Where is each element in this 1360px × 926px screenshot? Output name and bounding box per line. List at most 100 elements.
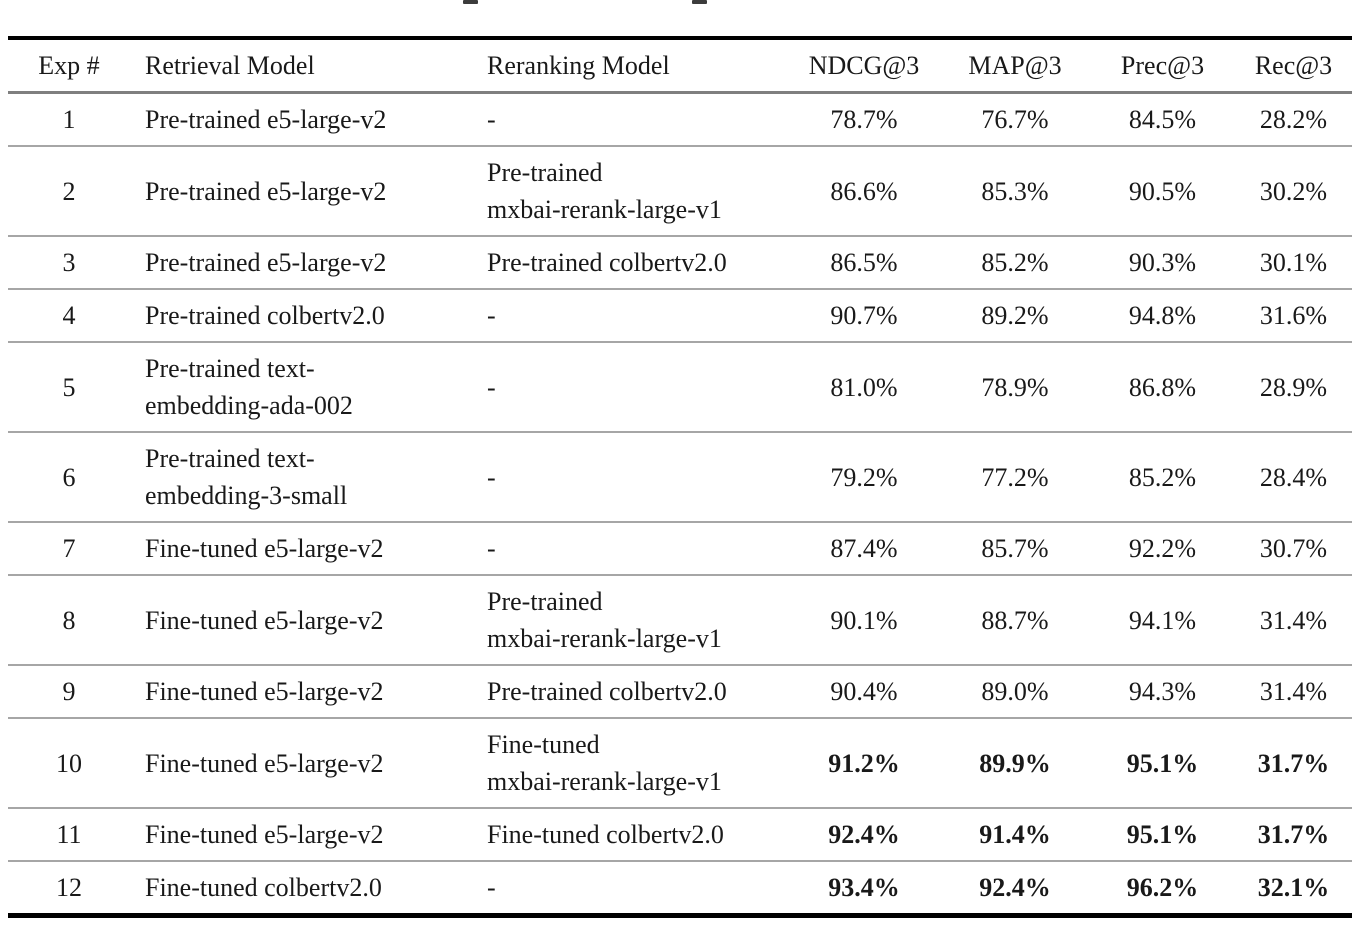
cell-exp-number: 6 [62, 462, 76, 492]
cell-retrieval-model: Pre-trained text- embedding-ada-002 [145, 354, 353, 420]
cell-map-value: 85.2% [981, 248, 1049, 277]
cell-prec-value: 86.8% [1128, 372, 1197, 402]
cell-reranking-model: Pre-trained mxbai-rerank-large-v1 [487, 587, 722, 653]
column-header-ndcg: NDCG@3 [808, 51, 920, 80]
cell-prec-value: 96.2% [1126, 873, 1199, 902]
cell-prec-value: 94.1% [1128, 605, 1197, 635]
cell-exp-number: 3 [62, 248, 76, 277]
cell-retrieval-model: Fine-tuned e5-large-v2 [145, 748, 384, 778]
table-row: 10 Fine-tuned e5-large-v2 Fine-tuned mxb… [8, 718, 1352, 808]
cell-reranking-model: - [487, 372, 496, 402]
cell-map-value: 88.7% [981, 605, 1049, 635]
cell-map-value: 78.9% [981, 372, 1049, 402]
cell-retrieval-model: Pre-trained text- embedding-3-small [145, 444, 348, 510]
table-row: 1 Pre-trained e5-large-v2 - 78.7% 76.7% … [8, 93, 1352, 146]
cell-reranking-model: - [487, 105, 496, 134]
column-header-map: MAP@3 [968, 51, 1062, 80]
cell-reranking-model: Fine-tuned mxbai-rerank-large-v1 [487, 730, 722, 796]
cell-retrieval-model: Pre-trained e5-large-v2 [145, 176, 387, 206]
cell-ndcg-value: 78.7% [830, 105, 898, 134]
cell-rec-value: 30.1% [1259, 248, 1328, 277]
cell-reranking-model: - [487, 534, 496, 563]
column-header-reranking-model: Reranking Model [487, 51, 670, 80]
cell-ndcg-value: 86.5% [830, 248, 898, 277]
table-row: 3 Pre-trained e5-large-v2 Pre-trained co… [8, 236, 1352, 289]
cell-reranking-model: - [487, 462, 496, 492]
cell-map-value: 76.7% [981, 105, 1049, 134]
table-row: 6 Pre-trained text- embedding-3-small - … [8, 432, 1352, 522]
cell-exp-number: 7 [62, 534, 76, 563]
table-row: 4 Pre-trained colbertv2.0 - 90.7% 89.2% … [8, 289, 1352, 342]
column-header-exp-number: Exp # [38, 51, 100, 80]
column-header-rec: Rec@3 [1254, 51, 1333, 80]
cell-retrieval-model: Pre-trained e5-large-v2 [145, 248, 387, 277]
cell-ndcg-value: 87.4% [830, 534, 898, 563]
cell-map-value: 92.4% [979, 873, 1051, 902]
cell-retrieval-model: Fine-tuned e5-large-v2 [145, 677, 384, 706]
column-header-prec: Prec@3 [1120, 51, 1205, 80]
cell-prec-value: 90.3% [1128, 248, 1197, 277]
cell-ndcg-value: 90.7% [830, 301, 898, 330]
cell-map-value: 89.0% [981, 677, 1049, 706]
cell-rec-value: 31.6% [1259, 301, 1328, 330]
cell-reranking-model: - [487, 301, 496, 330]
cell-retrieval-model: Fine-tuned e5-large-v2 [145, 605, 384, 635]
caption-remnant-mark [692, 0, 707, 4]
cell-prec-value: 92.2% [1128, 534, 1197, 563]
cell-prec-value: 95.1% [1126, 748, 1199, 778]
cell-map-value: 85.7% [981, 534, 1049, 563]
cell-prec-value: 85.2% [1128, 462, 1197, 492]
cell-map-value: 91.4% [979, 820, 1051, 849]
cell-exp-number: 10 [56, 748, 82, 778]
table-row: 5 Pre-trained text- embedding-ada-002 - … [8, 342, 1352, 432]
cell-rec-value: 31.4% [1259, 605, 1328, 635]
cell-reranking-model: Pre-trained mxbai-rerank-large-v1 [487, 158, 722, 224]
cell-exp-number: 11 [56, 820, 82, 849]
cell-ndcg-value: 93.4% [828, 873, 900, 902]
cell-map-value: 85.3% [981, 176, 1049, 206]
table-body: 1 Pre-trained e5-large-v2 - 78.7% 76.7% … [8, 93, 1352, 916]
cell-exp-number: 4 [62, 301, 76, 330]
cell-ndcg-value: 86.6% [830, 176, 898, 206]
cell-rec-value: 31.7% [1257, 748, 1330, 778]
cell-exp-number: 12 [56, 873, 82, 902]
cell-rec-value: 28.4% [1259, 462, 1328, 492]
caption-remnant-mark [463, 0, 478, 4]
cell-map-value: 89.2% [981, 301, 1049, 330]
cell-reranking-model: - [487, 873, 496, 902]
cell-exp-number: 2 [62, 176, 76, 206]
cell-rec-value: 30.2% [1259, 176, 1328, 206]
cell-ndcg-value: 92.4% [828, 820, 900, 849]
cell-reranking-model: Pre-trained colbertv2.0 [487, 677, 727, 706]
cell-rec-value: 30.7% [1259, 534, 1328, 563]
cell-exp-number: 1 [62, 105, 76, 134]
table-row: 9 Fine-tuned e5-large-v2 Pre-trained col… [8, 665, 1352, 718]
cell-map-value: 89.9% [979, 748, 1051, 778]
experiment-results-table: Exp # Retrieval Model Reranking Model ND… [8, 36, 1352, 918]
cell-retrieval-model: Fine-tuned e5-large-v2 [145, 534, 384, 563]
cell-reranking-model: Fine-tuned colbertv2.0 [487, 820, 724, 849]
cell-prec-value: 94.8% [1128, 301, 1197, 330]
table-row: 7 Fine-tuned e5-large-v2 - 87.4% 85.7% 9… [8, 522, 1352, 575]
cell-reranking-model: Pre-trained colbertv2.0 [487, 248, 727, 277]
cell-retrieval-model: Fine-tuned e5-large-v2 [145, 820, 384, 849]
column-header-retrieval-model: Retrieval Model [145, 51, 315, 80]
cell-ndcg-value: 90.1% [830, 605, 898, 635]
table-row: 2 Pre-trained e5-large-v2 Pre-trained mx… [8, 146, 1352, 236]
cell-rec-value: 28.2% [1259, 105, 1328, 134]
table-row: 8 Fine-tuned e5-large-v2 Pre-trained mxb… [8, 575, 1352, 665]
cell-ndcg-value: 81.0% [830, 372, 898, 402]
cell-exp-number: 8 [62, 605, 76, 635]
cell-exp-number: 9 [62, 677, 76, 706]
cell-rec-value: 31.7% [1257, 820, 1330, 849]
cell-prec-value: 95.1% [1126, 820, 1199, 849]
cell-retrieval-model: Pre-trained colbertv2.0 [145, 301, 385, 330]
cell-retrieval-model: Pre-trained e5-large-v2 [145, 105, 387, 134]
table-row: 11 Fine-tuned e5-large-v2 Fine-tuned col… [8, 808, 1352, 861]
cell-ndcg-value: 90.4% [830, 677, 898, 706]
table-header-row: Exp # Retrieval Model Reranking Model ND… [8, 38, 1352, 93]
cell-rec-value: 28.9% [1259, 372, 1328, 402]
cell-map-value: 77.2% [981, 462, 1049, 492]
cell-prec-value: 90.5% [1128, 176, 1197, 206]
